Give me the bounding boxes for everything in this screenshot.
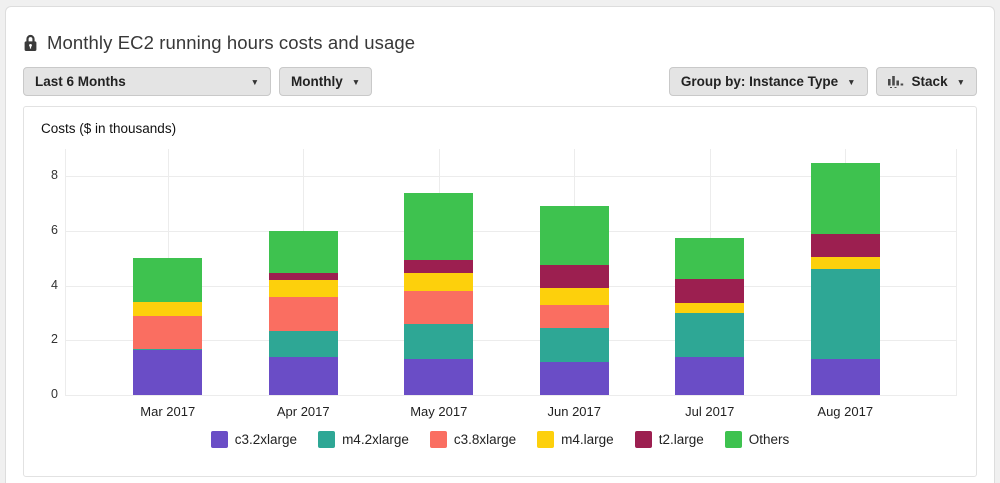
x-axis-label: Mar 2017: [140, 404, 196, 419]
legend-label: t2.large: [658, 432, 704, 447]
granularity-label: Monthly: [291, 74, 343, 89]
legend-label: c3.8xlarge: [453, 432, 517, 447]
legend-item-Others[interactable]: Others: [724, 431, 790, 448]
chevron-down-icon: ▼: [351, 76, 361, 87]
chevron-down-icon: ▼: [250, 76, 259, 87]
gridline-horizontal: [65, 395, 957, 396]
legend-swatch-icon: [429, 431, 447, 448]
toolbar: Last 6 Months ▼ Monthly ▼ Group by: Inst…: [23, 67, 977, 96]
y-axis-title: Costs ($ in thousands): [41, 121, 177, 136]
y-axis-tick-label: 2: [51, 332, 58, 347]
bar-segment-m4.2xlarge[interactable]: [539, 328, 609, 363]
report-header: Monthly EC2 running hours costs and usag…: [23, 32, 977, 54]
bar-segment-c3.2xlarge[interactable]: [268, 356, 338, 395]
y-axis-tick-label: 0: [51, 387, 58, 401]
bar-segment-c3.2xlarge[interactable]: [810, 359, 880, 395]
bar-segment-t2.large[interactable]: [810, 233, 880, 257]
time-range-dropdown[interactable]: Last 6 Months ▼: [23, 67, 271, 96]
bar-segment-m4.large[interactable]: [539, 288, 609, 305]
x-axis-label: Aug 2017: [817, 404, 874, 419]
bar-segment-m4.2xlarge[interactable]: [404, 323, 474, 360]
bar-segment-c3.8xlarge[interactable]: [404, 291, 474, 324]
bar-segment-c3.8xlarge[interactable]: [268, 296, 338, 331]
bar-segment-Others[interactable]: [810, 162, 880, 234]
time-range-label: Last 6 Months: [35, 74, 126, 89]
gridline-horizontal: [65, 285, 957, 287]
legend-swatch-icon: [724, 431, 742, 448]
bar-segment-c3.2xlarge[interactable]: [404, 359, 474, 395]
legend-label: m4.2xlarge: [342, 432, 409, 447]
legend-item-c3.8xlarge[interactable]: c3.8xlarge: [429, 431, 517, 448]
bar-segment-Others[interactable]: [404, 192, 474, 260]
bar-segment-m4.large[interactable]: [133, 302, 203, 316]
bar-segment-c3.2xlarge[interactable]: [133, 349, 203, 395]
legend-swatch-icon: [634, 431, 652, 448]
bar-segment-t2.large[interactable]: [675, 278, 745, 304]
chart-style-dropdown[interactable]: Stack ▼: [875, 67, 977, 96]
x-axis-label: Apr 2017: [276, 404, 330, 419]
bar-segment-t2.large[interactable]: [539, 265, 609, 289]
legend-item-t2.large[interactable]: t2.large: [634, 431, 704, 448]
bar-segment-t2.large[interactable]: [404, 259, 474, 274]
bar-segment-m4.large[interactable]: [810, 256, 880, 270]
bar-segment-c3.8xlarge[interactable]: [539, 304, 609, 329]
legend-swatch-icon: [537, 431, 555, 448]
legend-item-c3.2xlarge[interactable]: c3.2xlarge: [210, 431, 298, 448]
y-axis-tick-label: 6: [51, 223, 58, 237]
x-axis-label: May 2017: [410, 404, 468, 419]
bar-segment-m4.large[interactable]: [268, 280, 338, 297]
chart-style-label: Stack: [911, 74, 948, 89]
x-axis-label: Jun 2017: [547, 404, 602, 419]
plot-border-line: [956, 149, 957, 395]
y-axis-tick-label: 4: [51, 277, 58, 292]
bar-segment-c3.2xlarge[interactable]: [539, 362, 609, 395]
chart-legend: c3.2xlarge m4.2xlarge c3.8xlarge m4.large t2…: [24, 431, 976, 448]
bar-segment-Others[interactable]: [268, 231, 338, 274]
gridline-horizontal: [65, 340, 957, 342]
legend-label: Others: [748, 432, 790, 447]
bar-segment-m4.2xlarge[interactable]: [133, 348, 203, 350]
lock-icon: [23, 34, 38, 52]
legend-item-m4.2xlarge[interactable]: m4.2xlarge: [318, 431, 409, 448]
plot-border-line: [65, 149, 66, 395]
y-axis-tick-label: 8: [51, 168, 58, 183]
bar-segment-m4.2xlarge[interactable]: [268, 330, 338, 357]
legend-label: c3.2xlarge: [234, 432, 298, 447]
chevron-down-icon: ▼: [956, 76, 965, 87]
stack-chart-icon: [887, 75, 905, 88]
page-title: Monthly EC2 running hours costs and usag…: [47, 32, 416, 53]
chart-panel: Costs ($ in thousands) 0 2 4 6 8 Mar 2017 Apr …: [23, 106, 977, 477]
gridline-horizontal: [65, 176, 957, 178]
bar-segment-t2.large[interactable]: [268, 273, 338, 281]
bar-segment-Others[interactable]: [539, 206, 609, 266]
legend-item-m4.large[interactable]: m4.large: [537, 431, 614, 448]
plot-area: 0 2 4 6 8 Mar 2017 Apr 2017 May 2017 Jun 2017 Jul…: [51, 149, 957, 419]
bar-segment-c3.2xlarge[interactable]: [675, 356, 745, 395]
gridline-horizontal: [65, 231, 957, 232]
bar-segment-m4.2xlarge[interactable]: [810, 269, 880, 360]
group-by-dropdown[interactable]: Group by: Instance Type ▼: [668, 67, 868, 96]
granularity-dropdown[interactable]: Monthly ▼: [279, 67, 373, 96]
main-card: Monthly EC2 running hours costs and usag…: [5, 6, 995, 483]
chevron-down-icon: ▼: [847, 76, 856, 87]
bar-segment-m4.2xlarge[interactable]: [675, 313, 745, 357]
bar-segment-c3.8xlarge[interactable]: [133, 315, 203, 349]
legend-label: m4.large: [561, 432, 614, 447]
legend-swatch-icon: [210, 431, 228, 448]
group-by-label: Group by: Instance Type: [680, 74, 839, 89]
bar-segment-Others[interactable]: [675, 237, 745, 279]
bar-segment-Others[interactable]: [133, 258, 203, 303]
legend-swatch-icon: [318, 431, 336, 448]
bar-segment-m4.large[interactable]: [404, 273, 474, 292]
x-axis-label: Jul 2017: [685, 404, 735, 419]
bar-segment-m4.large[interactable]: [675, 303, 745, 313]
